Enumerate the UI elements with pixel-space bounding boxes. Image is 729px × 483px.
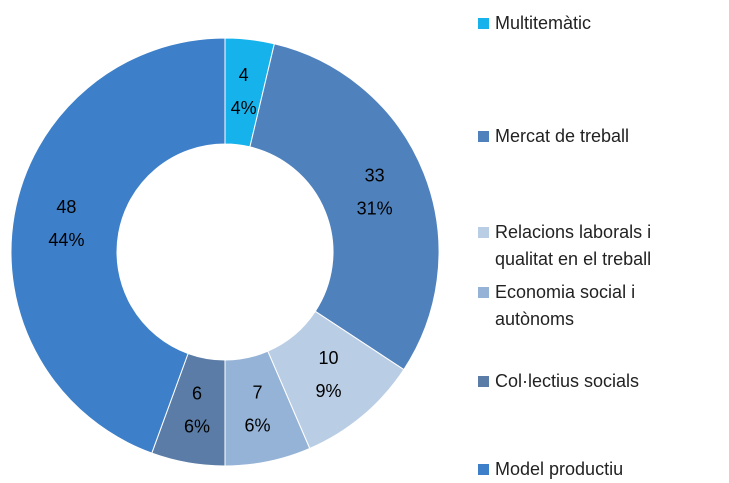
slice-percent-label: 44% xyxy=(48,230,84,250)
legend-swatch xyxy=(478,376,489,387)
legend-swatch xyxy=(478,227,489,238)
legend-swatch xyxy=(478,287,489,298)
donut-slice xyxy=(249,43,440,371)
legend-label: Economia social i autònoms xyxy=(495,282,636,329)
legend-swatch xyxy=(478,464,489,475)
slice-percent-label: 6% xyxy=(245,415,271,435)
legend-item: Economia social i autònoms xyxy=(478,279,728,333)
slice-percent-label: 9% xyxy=(315,381,341,401)
slice-value-label: 10 xyxy=(318,348,338,368)
slice-percent-label: 31% xyxy=(357,198,393,218)
legend-label: Col·lectius socials xyxy=(495,371,640,391)
donut-slice xyxy=(10,37,226,454)
legend-label: Relacions laborals i qualitat en el treb… xyxy=(495,222,652,269)
legend-swatch xyxy=(478,18,489,29)
slice-value-label: 6 xyxy=(192,383,202,403)
legend-item: Multitemàtic xyxy=(478,10,728,37)
legend-label: Mercat de treball xyxy=(495,126,630,146)
legend-label: Model productiu xyxy=(495,459,624,479)
slice-value-label: 7 xyxy=(253,382,263,402)
legend-item: Relacions laborals i qualitat en el treb… xyxy=(478,219,728,273)
legend-label: Multitemàtic xyxy=(495,13,592,33)
legend-item: Model productiu xyxy=(478,456,728,483)
legend-item: Mercat de treball xyxy=(478,123,728,150)
slice-percent-label: 4% xyxy=(231,98,257,118)
legend-item: Col·lectius socials xyxy=(478,368,728,395)
slice-percent-label: 6% xyxy=(184,416,210,436)
slice-value-label: 33 xyxy=(365,165,385,185)
legend-swatch xyxy=(478,131,489,142)
slice-value-label: 4 xyxy=(239,65,249,85)
slice-value-label: 48 xyxy=(56,197,76,217)
